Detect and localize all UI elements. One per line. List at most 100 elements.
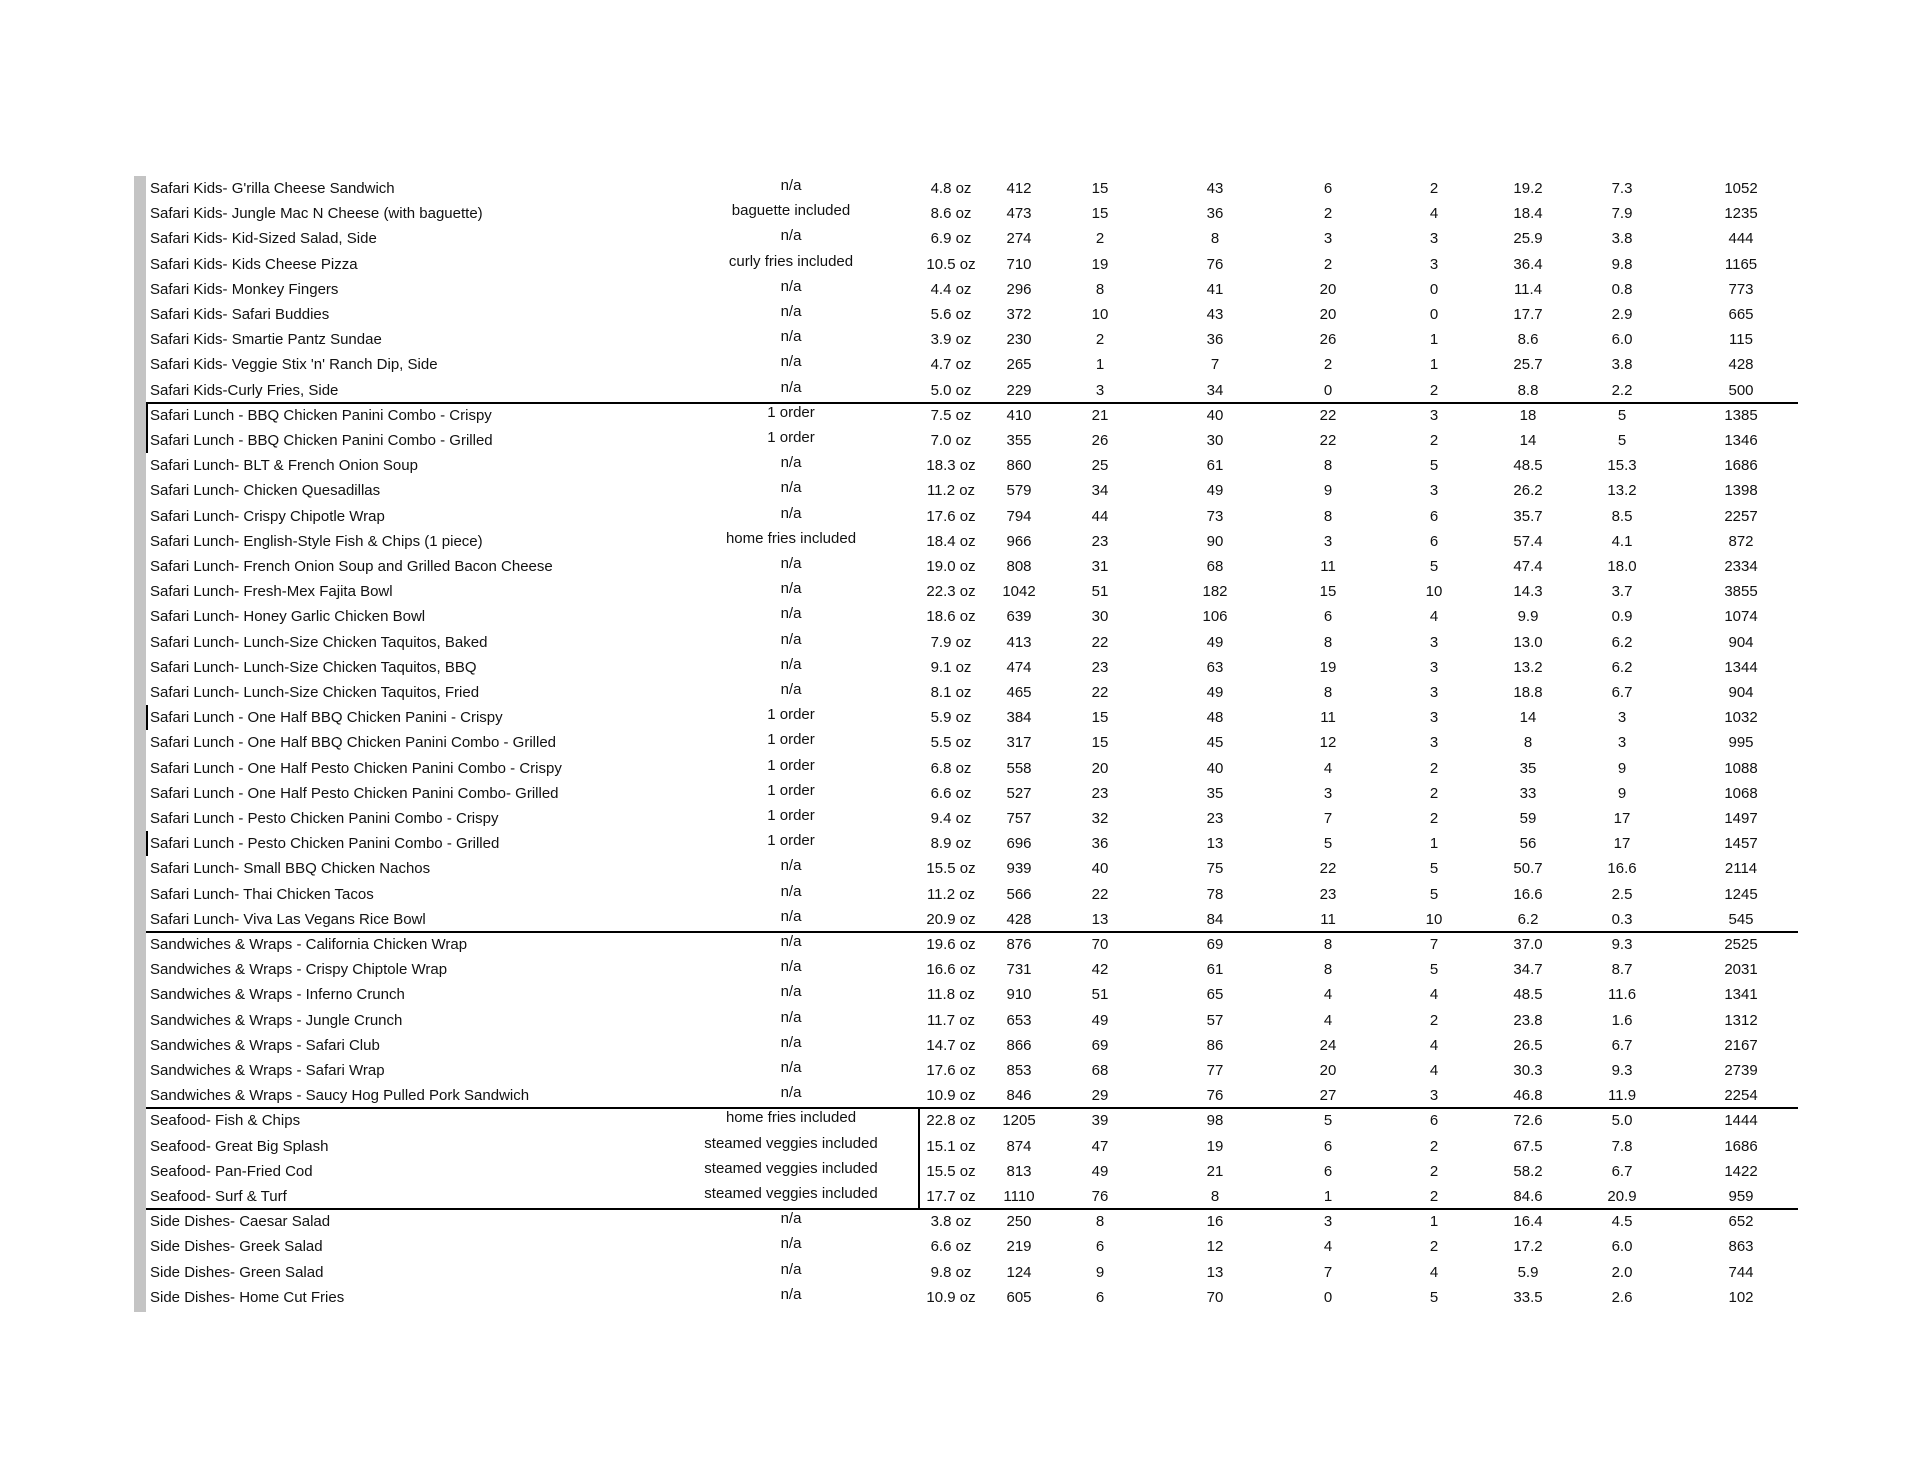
item-name-cell: Safari Kids- Smartie Pantz Sundae xyxy=(150,331,382,349)
col-7-cell: 5 xyxy=(1429,1288,1439,1306)
col-5-cell: 48 xyxy=(1206,709,1224,727)
col-9-cell: 4.5 xyxy=(1611,1213,1633,1231)
col-8-cell: 36.4 xyxy=(1513,255,1543,273)
col-9-cell: 9 xyxy=(1617,759,1627,777)
col-10-cell: 744 xyxy=(1728,1263,1754,1281)
calories-cell: 265 xyxy=(1006,356,1032,374)
description-cell: 1 order xyxy=(767,832,815,850)
item-name-cell: Safari Kids- G'rilla Cheese Sandwich xyxy=(150,180,395,197)
table-row: Safari Lunch- French Onion Soup and Gril… xyxy=(134,554,1798,579)
col-4-cell: 6 xyxy=(1095,1288,1105,1306)
col-6-cell: 22 xyxy=(1319,406,1337,424)
col-5-cell: 86 xyxy=(1206,1036,1224,1054)
col-4-cell: 23 xyxy=(1091,658,1109,676)
col-7-cell: 1 xyxy=(1429,331,1439,349)
col-4-cell: 22 xyxy=(1091,885,1109,903)
col-10-cell: 2114 xyxy=(1724,860,1758,878)
table-row: Seafood- Pan-Fried Cod steamed veggies in… xyxy=(134,1159,1798,1184)
col-8-cell: 56 xyxy=(1519,835,1537,853)
calories-cell: 710 xyxy=(1006,255,1032,273)
col-10-cell: 1344 xyxy=(1724,658,1758,676)
col-8-cell: 46.8 xyxy=(1513,1087,1543,1105)
col-8-cell: 37.0 xyxy=(1513,936,1543,953)
table-row: Sandwiches & Wraps - Safari Club n/a 14.7 … xyxy=(134,1033,1798,1058)
col-7-cell: 7 xyxy=(1429,936,1439,953)
col-6-cell: 6 xyxy=(1323,608,1333,626)
col-6-cell: 4 xyxy=(1323,1238,1333,1256)
table-row: Safari Kids- Kid-Sized Salad, Side n/a 6.9… xyxy=(134,226,1798,251)
description-cell: n/a xyxy=(780,681,802,698)
col-5-cell: 7 xyxy=(1210,356,1220,374)
item-name-cell: Safari Lunch - One Half Pesto Chicken Pa… xyxy=(150,784,559,802)
col-7-cell: 4 xyxy=(1429,1036,1439,1054)
col-5-cell: 65 xyxy=(1206,986,1224,1004)
calories-cell: 474 xyxy=(1006,658,1032,676)
col-10-cell: 904 xyxy=(1728,633,1754,651)
serving-size-cell: 5.9 oz xyxy=(930,709,972,727)
item-name-cell: Safari Lunch - BBQ Chicken Panini Combo … xyxy=(150,432,493,449)
col-6-cell: 20 xyxy=(1319,280,1337,298)
item-name-cell: Sandwiches & Wraps - California Chicken … xyxy=(150,936,468,953)
col-10-cell: 2254 xyxy=(1724,1087,1758,1105)
col-7-cell: 2 xyxy=(1429,432,1439,449)
col-8-cell: 47.4 xyxy=(1513,558,1543,575)
col-8-cell: 11.4 xyxy=(1513,280,1543,298)
col-10-cell: 959 xyxy=(1728,1188,1754,1205)
col-9-cell: 3.8 xyxy=(1611,230,1633,248)
col-6-cell: 11 xyxy=(1320,910,1336,928)
col-7-cell: 0 xyxy=(1429,306,1439,323)
col-9-cell: 11.9 xyxy=(1607,1087,1637,1105)
col-4-cell: 20 xyxy=(1091,759,1109,777)
col-4-cell: 3 xyxy=(1095,381,1105,399)
item-name-cell: Sandwiches & Wraps - Safari Wrap xyxy=(150,1062,385,1079)
calories-cell: 866 xyxy=(1006,1036,1032,1054)
col-6-cell: 8 xyxy=(1323,633,1333,651)
col-9-cell: 6.7 xyxy=(1611,1036,1633,1054)
serving-size-cell: 19.6 oz xyxy=(926,936,976,953)
group-divider xyxy=(146,1208,1798,1211)
col-9-cell: 8.5 xyxy=(1611,507,1633,525)
serving-size-cell: 7.9 oz xyxy=(930,633,972,651)
description-cell: 1 order xyxy=(767,781,815,799)
item-name-cell: Safari Lunch- French Onion Soup and Gril… xyxy=(150,558,553,575)
calories-cell: 639 xyxy=(1006,608,1032,626)
item-name-cell: Safari Kids- Safari Buddies xyxy=(150,306,330,323)
table-row: Safari Lunch - One Half Pesto Chicken Pa… xyxy=(134,781,1798,806)
calories-cell: 230 xyxy=(1006,331,1032,349)
serving-size-cell: 11.2 oz xyxy=(926,482,976,500)
table-row: Safari Lunch- English-Style Fish & Chips… xyxy=(134,529,1798,554)
calories-cell: 794 xyxy=(1006,507,1032,525)
serving-size-cell: 10.9 oz xyxy=(926,1087,976,1105)
col-8-cell: 16.6 xyxy=(1513,885,1543,903)
serving-size-cell: 9.1 oz xyxy=(930,658,972,676)
col-9-cell: 15.3 xyxy=(1607,457,1637,475)
description-cell: n/a xyxy=(780,1084,802,1102)
serving-size-cell: 3.8 oz xyxy=(930,1213,972,1231)
col-5-cell: 49 xyxy=(1206,684,1224,701)
col-5-cell: 63 xyxy=(1206,658,1224,676)
col-5-cell: 12 xyxy=(1206,1238,1224,1256)
serving-size-cell: 18.4 oz xyxy=(926,532,976,550)
col-10-cell: 1235 xyxy=(1724,205,1758,223)
col-4-cell: 15 xyxy=(1091,734,1109,752)
serving-size-cell: 5.0 oz xyxy=(930,381,972,399)
row-marker xyxy=(146,831,148,857)
item-name-cell: Sandwiches & Wraps - Inferno Crunch xyxy=(150,986,405,1004)
col-10-cell: 2525 xyxy=(1724,936,1758,953)
col-4-cell: 21 xyxy=(1091,406,1109,424)
description-cell: 1 order xyxy=(767,807,815,824)
col-8-cell: 8.8 xyxy=(1517,381,1539,399)
col-9-cell: 5 xyxy=(1617,432,1627,449)
col-5-cell: 8 xyxy=(1210,230,1220,248)
serving-size-cell: 11.2 oz xyxy=(926,885,976,903)
col-8-cell: 5.9 xyxy=(1517,1263,1539,1281)
table-row: Safari Kids- Safari Buddies n/a 5.6 oz 372 1… xyxy=(134,302,1798,327)
description-cell: n/a xyxy=(780,933,802,950)
col-7-cell: 2 xyxy=(1429,180,1439,197)
col-5-cell: 40 xyxy=(1206,759,1224,777)
description-cell: n/a xyxy=(780,353,802,371)
calories-cell: 853 xyxy=(1006,1062,1032,1079)
item-name-cell: Safari Lunch- Lunch-Size Chicken Taquito… xyxy=(150,658,477,676)
col-7-cell: 2 xyxy=(1429,1137,1439,1155)
col-4-cell: 42 xyxy=(1091,961,1109,979)
